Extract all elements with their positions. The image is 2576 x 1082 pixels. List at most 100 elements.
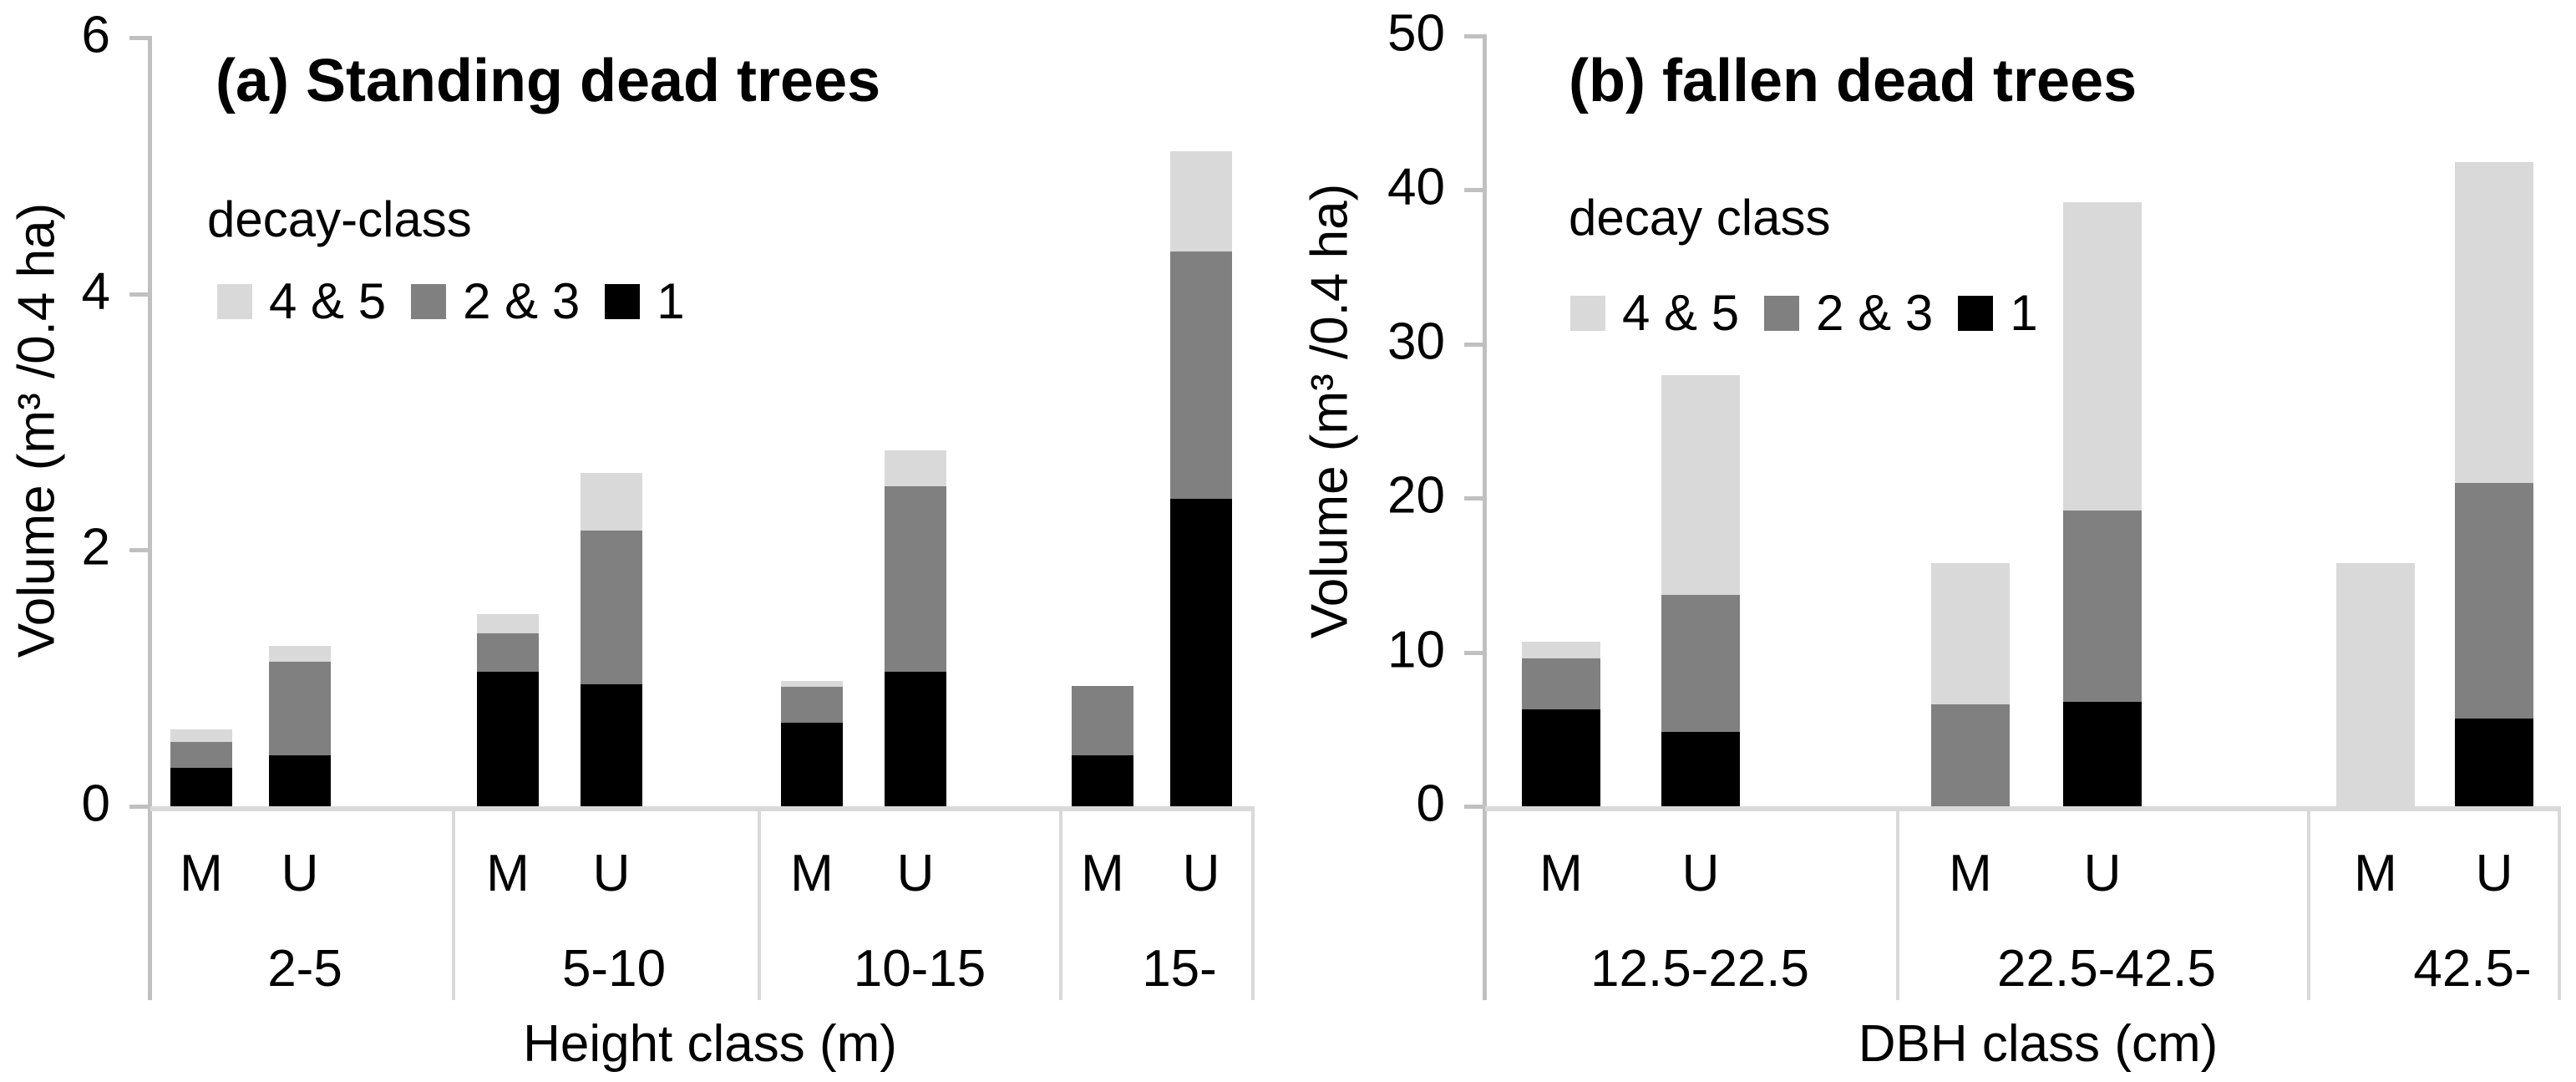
bar-segment-a-2-5-M (170, 768, 232, 806)
y-tick (1464, 496, 1485, 501)
legend-swatch (1570, 295, 1605, 331)
y-tick-label: 30 (1387, 312, 1445, 371)
bar-segment-a-2-5-M (170, 742, 232, 768)
panel-b-x-axis-title: DBH class (cm) (1858, 1015, 2219, 1073)
bar-segment-a-10-15-M (781, 680, 843, 688)
category-label: 42.5- (2413, 940, 2532, 998)
bar-segment-a-15--U (1170, 251, 1232, 499)
legend-swatch (1958, 295, 1994, 331)
y-tick (1464, 805, 1485, 809)
bar-segment-b-12.5-22.5-U (1661, 374, 1740, 596)
panel-b-y-axis-title: Volume (m³ /0.4 ha) (1301, 183, 1359, 639)
bar-segment-b-42.5--U (2455, 718, 2533, 806)
bar-segment-a-10-15-U (885, 485, 946, 672)
bar-segment-b-42.5--U (2455, 162, 2533, 483)
panel-b-legend: 4 & 5 2 & 3 1 (1570, 284, 2063, 342)
subcategory-label: U (1681, 845, 1720, 902)
x-baseline (150, 806, 1253, 811)
category-label: 2-5 (267, 940, 342, 998)
y-tick (1464, 34, 1485, 38)
group-separator (2307, 806, 2310, 1000)
panel-b-title: (b) fallen dead trees (1569, 48, 2137, 114)
y-tick-label: 6 (81, 6, 110, 64)
subcategory-label: M (1539, 845, 1583, 902)
y-tick (129, 292, 150, 297)
bar-segment-a-10-15-M (781, 687, 843, 724)
bar-segment-a-2-5-U (269, 754, 331, 806)
bar-segment-b-22.5-42.5-U (2063, 202, 2142, 511)
legend-item-label: 2 & 3 (463, 273, 581, 329)
bar-segment-a-2-5-U (269, 646, 331, 662)
panel-b-legend-title: decay class (1569, 190, 1831, 246)
subcategory-label: M (1949, 845, 1992, 902)
subcategory-label: U (2083, 845, 2122, 902)
bar-segment-a-15--U (1170, 499, 1232, 806)
bar-segment-b-12.5-22.5-M (1522, 709, 1600, 806)
y-axis-line (1483, 34, 1487, 1000)
bar-segment-a-5-10-M (477, 672, 539, 806)
legend-swatch (1764, 295, 1800, 331)
bar-segment-a-15--M (1072, 685, 1133, 755)
y-tick-label: 10 (1387, 621, 1445, 679)
y-tick-label: 50 (1387, 4, 1445, 63)
bar-segment-b-22.5-42.5-U (2063, 701, 2142, 806)
subcategory-label: U (896, 845, 935, 902)
group-separator (1059, 806, 1062, 1000)
category-label: 12.5-22.5 (1590, 940, 1809, 998)
bar-segment-a-10-15-M (781, 723, 843, 806)
legend-item-label: 4 & 5 (269, 273, 387, 329)
legend-item-label: 1 (2010, 285, 2038, 341)
legend-swatch (605, 283, 641, 319)
panel-a-legend: 4 & 5 2 & 3 1 (217, 272, 710, 330)
subcategory-label: U (1182, 845, 1220, 902)
bar-segment-b-42.5--M (2336, 562, 2415, 806)
category-label: 5-10 (561, 940, 667, 998)
subcategory-label: U (2475, 845, 2513, 902)
group-separator (452, 806, 455, 1000)
x-baseline (1485, 806, 2559, 811)
subcategory-label: M (180, 845, 223, 902)
bar-segment-a-15--U (1170, 151, 1232, 252)
y-tick (129, 36, 150, 40)
bar-segment-a-5-10-U (581, 531, 642, 685)
category-label: 22.5-42.5 (1997, 940, 2216, 998)
y-tick-label: 2 (81, 518, 110, 577)
bar-segment-a-15--M (1072, 754, 1133, 806)
subcategory-label: M (1081, 845, 1124, 902)
bar-segment-a-10-15-U (885, 450, 946, 486)
bar-segment-b-22.5-42.5-M (1931, 562, 2010, 705)
subcategory-label: U (592, 845, 631, 902)
y-axis-line (148, 36, 152, 1000)
y-tick (1464, 650, 1485, 655)
bar-segment-b-42.5--U (2455, 482, 2533, 719)
y-tick (129, 548, 150, 553)
y-tick-label: 20 (1387, 466, 1445, 525)
y-tick-label: 0 (1416, 775, 1445, 833)
bar-segment-a-5-10-U (581, 684, 642, 806)
y-tick-label: 0 (81, 775, 110, 833)
bar-segment-b-12.5-22.5-M (1522, 658, 1600, 709)
bar-segment-a-5-10-U (581, 473, 642, 531)
y-tick (1464, 188, 1485, 193)
subcategory-label: M (486, 845, 530, 902)
bar-segment-b-12.5-22.5-M (1522, 641, 1600, 658)
y-tick (1464, 342, 1485, 347)
bar-segment-b-12.5-22.5-U (1661, 732, 1740, 806)
bar-segment-a-10-15-U (885, 672, 946, 806)
group-separator (2558, 806, 2561, 1000)
panel-a-title: (a) Standing dead trees (216, 48, 881, 114)
bar-segment-a-2-5-M (170, 729, 232, 743)
legend-swatch (411, 283, 447, 319)
bar-segment-b-12.5-22.5-U (1661, 595, 1740, 733)
legend-item-label: 2 & 3 (1816, 285, 1934, 341)
subcategory-label: M (2354, 845, 2397, 902)
subcategory-label: U (281, 845, 319, 902)
bar-segment-a-5-10-M (477, 614, 539, 633)
legend-item-label: 4 & 5 (1622, 285, 1740, 341)
category-label: 15- (1142, 940, 1217, 998)
y-tick-label: 4 (81, 262, 110, 321)
category-label: 10-15 (853, 940, 986, 998)
legend-item-label: 1 (657, 273, 685, 329)
group-separator (758, 806, 761, 1000)
